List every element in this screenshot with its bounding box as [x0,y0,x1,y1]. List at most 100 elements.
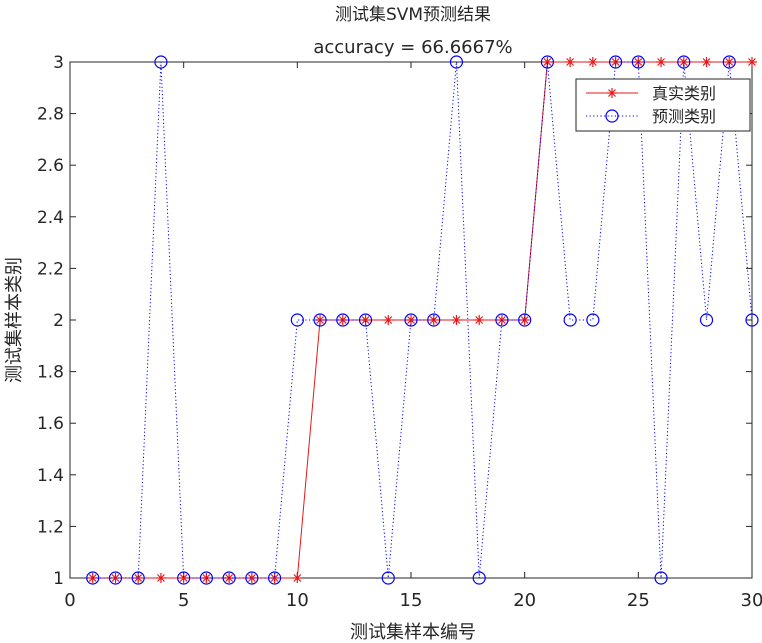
data-point [383,315,394,325]
legend-label: 预测类别 [652,107,716,126]
data-point [540,55,555,69]
y-tick-label: 1.6 [37,414,64,434]
y-tick-label: 2.8 [37,105,64,125]
marker-stroke [725,58,734,66]
y-tick-label: 1.2 [37,517,64,537]
marker-stroke [338,316,347,324]
data-point [201,573,212,583]
marker-stroke [520,316,529,324]
marker-stroke [407,316,415,324]
y-tick-label: 3 [53,53,64,73]
data-point [724,57,735,67]
data-point [565,57,576,67]
data-point [701,57,712,67]
marker-stroke [452,316,461,324]
series-predicted-class [86,55,759,585]
legend-marker [607,88,617,98]
y-tick-label: 2.4 [37,208,64,228]
data-point [358,313,373,327]
marker-stroke [543,58,552,66]
series-true-class [87,57,757,583]
marker-stroke [247,574,256,582]
data-point [268,571,282,585]
chart-title: 测试集SVM预测结果 [335,5,491,25]
x-tick-label: 0 [64,590,75,611]
data-point [133,573,144,583]
data-point [654,571,668,585]
data-point [269,573,280,583]
data-point [292,573,303,583]
data-point [154,55,168,69]
data-point [108,571,123,585]
marker-stroke [361,316,370,324]
legend-item: 预测类别 [586,107,716,126]
marker-stroke [588,58,597,66]
x-tick-label: 10 [286,590,309,611]
data-point [131,571,145,585]
data-point [381,571,395,585]
data-point [699,313,714,327]
data-point [677,55,691,69]
data-point [518,313,532,327]
data-point [404,313,418,327]
data-point [360,315,371,325]
x-tick-label: 5 [178,590,189,611]
data-point [406,315,416,325]
y-tick-label: 1.8 [37,363,64,383]
data-point [474,315,485,325]
data-point [222,571,236,585]
x-tick-label: 25 [627,590,650,611]
marker-stroke [384,316,393,324]
data-point [656,57,667,67]
marker-stroke [293,574,302,582]
marker-stroke [134,574,143,582]
marker-stroke [611,58,620,66]
x-axis-label: 测试集样本编号 [350,622,476,643]
data-point [722,55,736,69]
data-point [745,313,759,327]
data-point [290,313,304,327]
legend-label: 真实类别 [652,84,716,103]
data-point [427,313,441,327]
marker-stroke [270,574,279,582]
data-point [747,57,757,67]
x-tick-label: 20 [513,590,536,611]
data-point [246,573,257,583]
x-tick-label: 15 [400,590,423,611]
y-tick-label: 2.2 [37,259,64,279]
marker-stroke [179,574,188,582]
marker-stroke [429,316,438,324]
data-point [586,313,600,327]
y-tick-label: 2.6 [37,156,64,176]
data-point [86,571,100,585]
data-point [177,571,191,585]
marker-stroke [657,58,665,66]
marker-stroke [566,58,575,66]
data-point [542,57,553,67]
y-axis-label: 测试集样本类别 [4,257,25,383]
legend-marker [605,109,619,123]
data-point [608,55,623,69]
marker-stroke [202,574,211,582]
data-point [587,57,598,67]
data-point [563,313,577,327]
data-point [631,55,645,69]
legend-item: 真实类别 [586,84,716,103]
data-point [451,315,462,325]
data-point [199,571,213,585]
marker-stroke [702,58,711,66]
data-point [245,571,259,585]
data-point [495,313,509,327]
data-point [519,315,530,325]
data-point [610,57,621,67]
y-tick-label: 1 [53,569,64,589]
y-tick-label: 1.4 [37,466,64,486]
data-point [337,315,348,325]
marker-stroke [608,89,616,97]
marker-stroke [157,574,165,582]
data-point [155,573,166,583]
data-point [449,55,464,69]
data-point [178,573,189,583]
